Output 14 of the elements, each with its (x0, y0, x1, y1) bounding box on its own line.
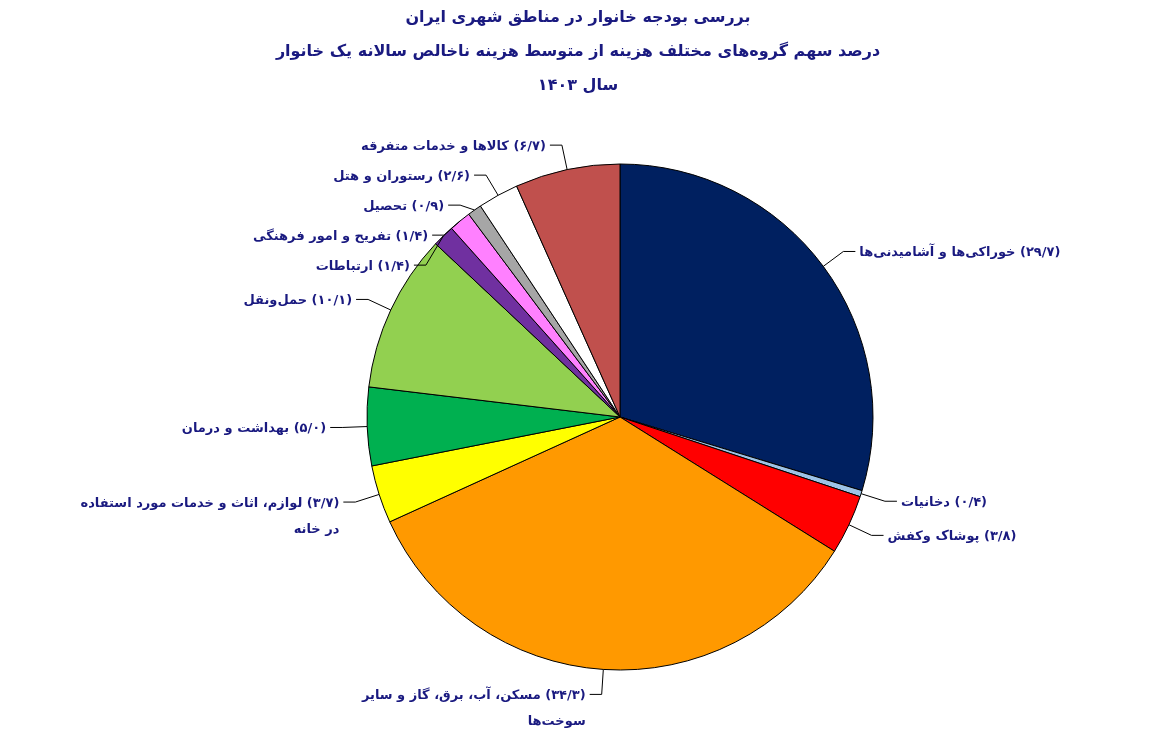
slice-label: (۳۴/۳) مسکن، آب، برق، گاز و سایر سوخت‌ها (360, 686, 586, 729)
slice-label: (۵/۰) بهداشت و درمان (181, 420, 327, 436)
slice-label: (۰/۹) تحصیل (363, 198, 445, 214)
slice-label: (۳/۷) لوازم، اثاث و خدمات مورد استفاده در خانه (80, 495, 340, 537)
slice-label: (۶/۷) کالاها و خدمات متفرقه (361, 138, 546, 154)
slice-label: (۰/۴) دخانیات (900, 494, 988, 510)
slice-label: (۱۰/۱) حمل‌ونقل (243, 292, 353, 308)
chart-title: بررسی بودجه خانوار در مناطق شهری ایران (405, 7, 751, 26)
chart-subtitle: درصد سهم گروه‌های مختلف هزینه از متوسط هزینه ناخالص سالانه یک خانوار سال ۱۴۰۳ (274, 41, 881, 94)
slice-label: (۳/۸) پوشاک وکفش (887, 528, 1017, 544)
slice-label: (۱/۴) ارتباطات (315, 258, 410, 274)
slice-label: (۱/۴) تفریح و امور فرهنگی (253, 228, 429, 244)
slice-label: (۲۹/۷) خوراکی‌ها و آشامیدنی‌ها (859, 243, 1061, 260)
slice-label: (۲/۶) رستوران و هتل (333, 168, 471, 184)
